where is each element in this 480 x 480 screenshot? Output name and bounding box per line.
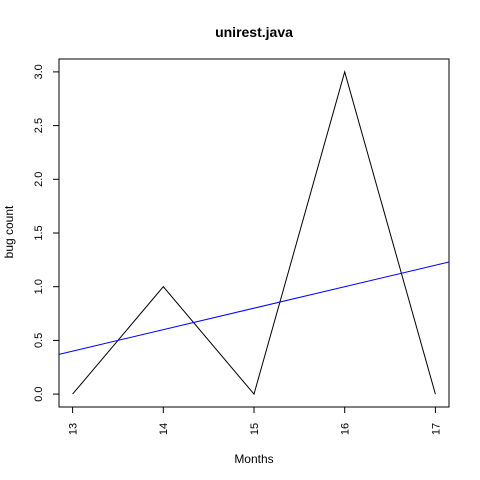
x-axis-label: Months [234, 452, 273, 466]
y-axis-label: bug count [2, 205, 16, 258]
y-tick-label: 3.0 [33, 64, 45, 79]
series-layer [58, 70, 450, 396]
y-tick-label: 1.5 [33, 225, 45, 240]
x-tick-label: 15 [249, 423, 261, 435]
x-tick-label: 13 [67, 423, 79, 435]
trend-line [58, 261, 450, 355]
y-tick-label: 2.0 [33, 172, 45, 187]
data-series-line [72, 70, 436, 396]
x-tick-label: 16 [340, 423, 352, 435]
y-tick-label: 1.0 [33, 279, 45, 294]
y-axis: 0.0 0.5 1.0 1.5 2.0 2.5 3.0 [33, 64, 59, 402]
y-tick-label: 2.5 [33, 118, 45, 133]
y-tick-label: 0.5 [33, 333, 45, 348]
y-tick-label: 0.0 [33, 386, 45, 401]
x-tick-label: 17 [430, 423, 442, 435]
x-tick-label: 14 [158, 423, 170, 435]
chart-title: unirest.java [215, 24, 293, 40]
x-axis: 13 14 15 16 17 [67, 407, 442, 435]
